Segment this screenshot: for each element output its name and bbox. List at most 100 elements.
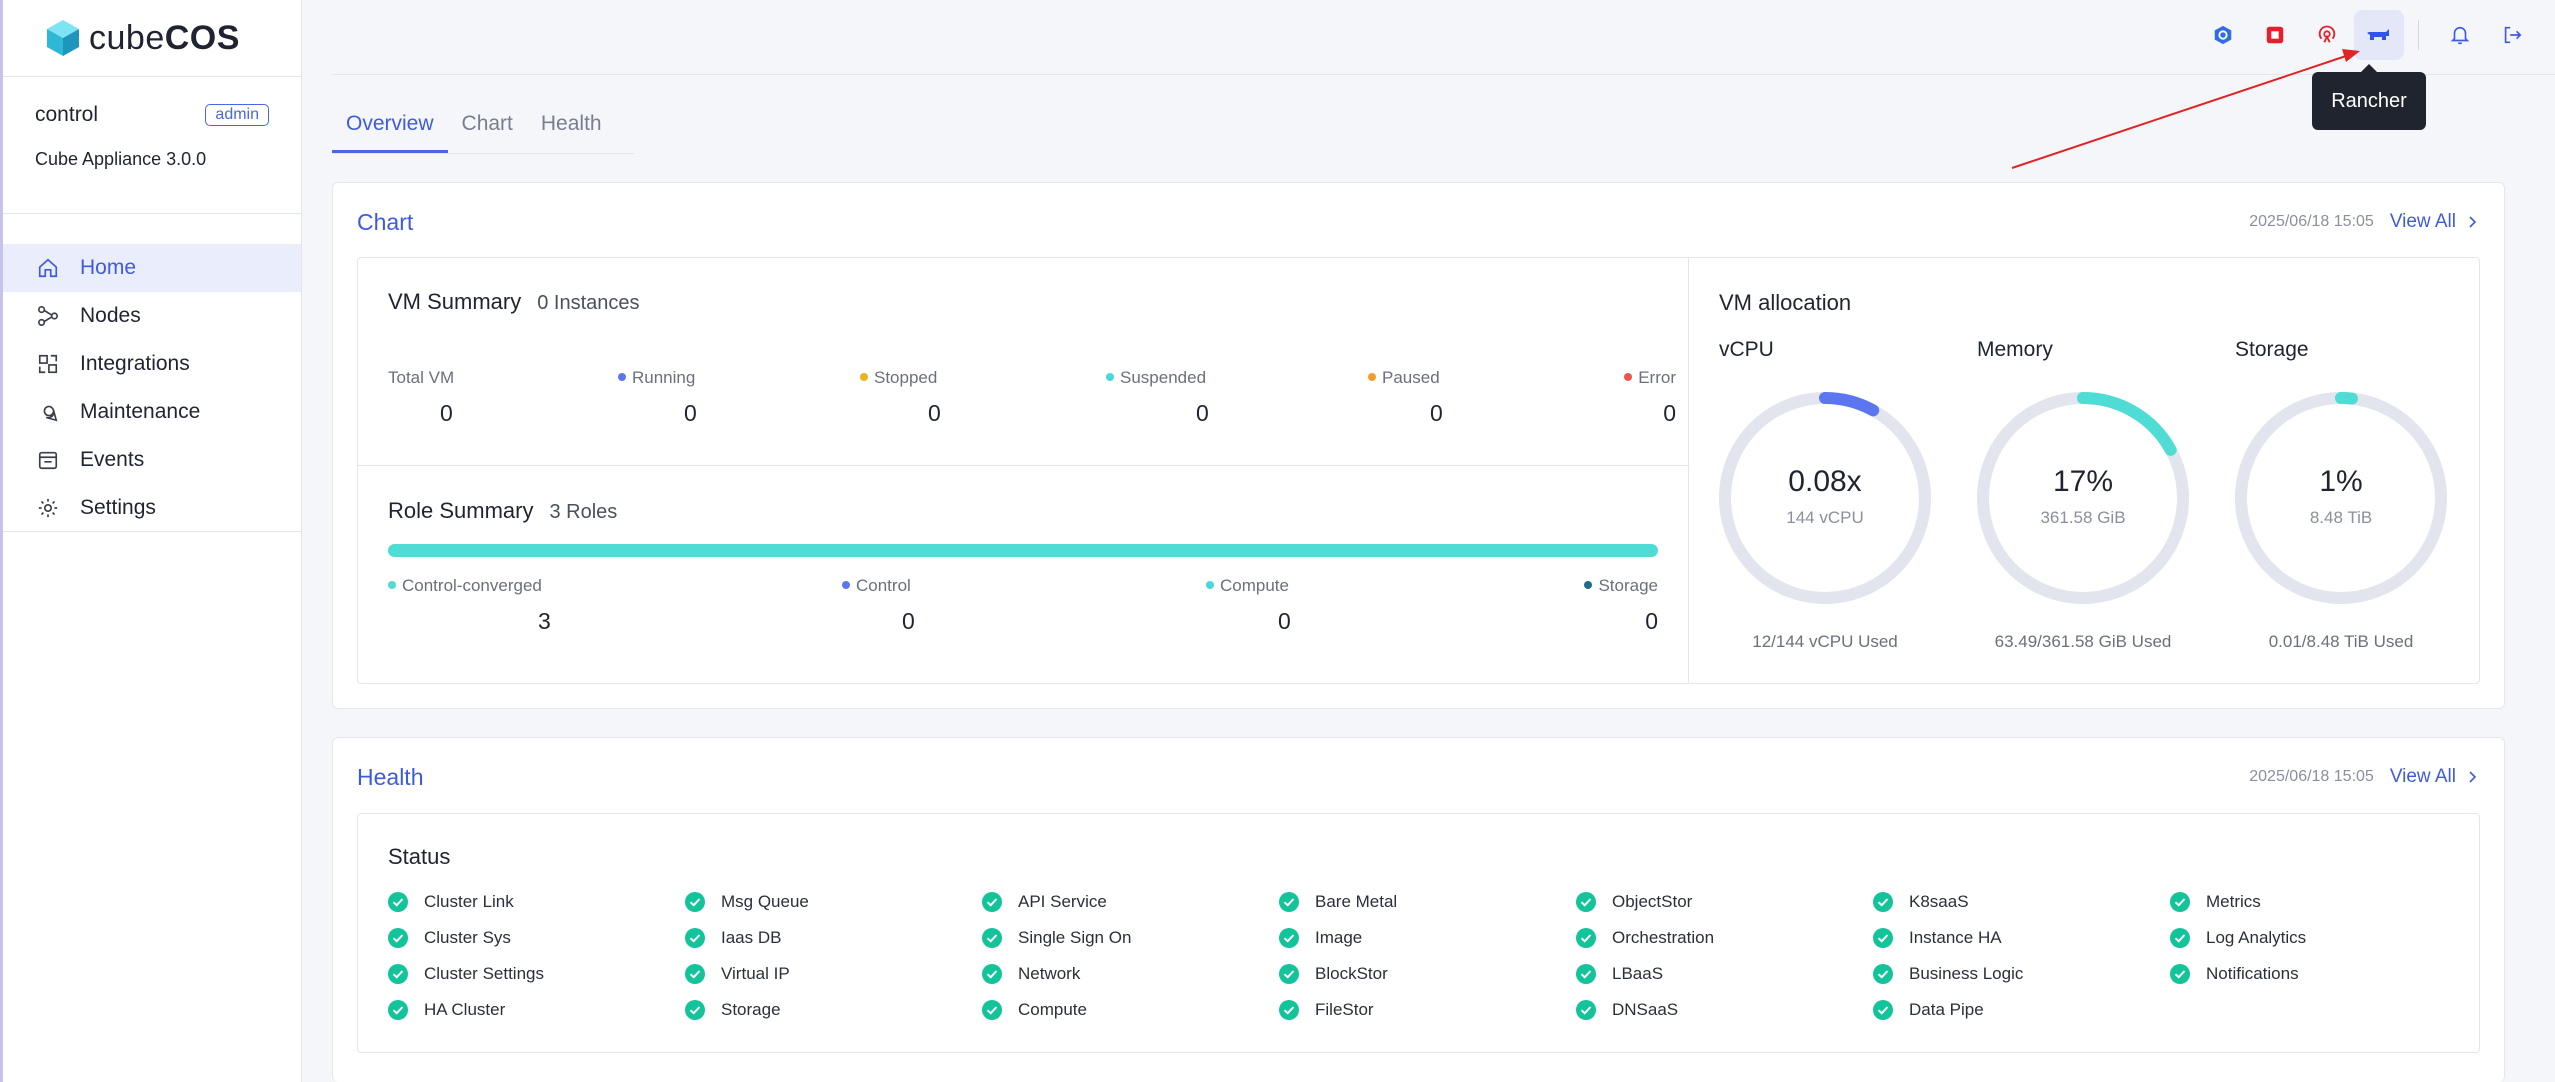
status-dot	[860, 372, 868, 381]
sidebar-item-label: Nodes	[80, 304, 141, 327]
health-status-label: Cluster Settings	[424, 964, 544, 983]
status-dot	[1584, 580, 1593, 589]
check-circle-icon	[1576, 1000, 1596, 1020]
kubernetes-icon	[2214, 25, 2232, 45]
chart-panel: VM Summary 0 Instances Total VM 0 Running…	[357, 257, 2480, 684]
stat-control-converged: Control-converged 3	[388, 576, 568, 635]
rancher-button[interactable]	[2354, 10, 2404, 60]
health-status-item: Iaas DB	[685, 928, 781, 948]
sidebar-item-integrations[interactable]: Integrations	[3, 340, 301, 388]
cube-logo-icon	[47, 20, 79, 56]
health-status-label: Cluster Sys	[424, 928, 511, 947]
vcpu-ratio: 0.08x	[1788, 465, 1862, 498]
health-status-label: BlockStor	[1315, 964, 1388, 983]
health-status-item: Compute	[982, 1000, 1087, 1020]
health-status-label: ObjectStor	[1612, 892, 1693, 911]
main-tabs: Overview Chart Health	[332, 100, 634, 154]
rancher-icon	[2367, 29, 2389, 40]
sidebar-item-nodes[interactable]: Nodes	[3, 292, 301, 340]
stat-total-vm: Total VM 0	[388, 368, 455, 426]
health-status-item: Network	[982, 964, 1080, 984]
chevron-right-icon	[2469, 771, 2477, 783]
chevron-right-icon	[2469, 216, 2477, 228]
ring-usage-arc	[1719, 392, 1931, 604]
health-status-label: Orchestration	[1612, 928, 1715, 947]
health-status-item: Single Sign On	[982, 928, 1131, 948]
logout-button[interactable]	[2487, 10, 2537, 60]
check-circle-icon	[685, 964, 705, 984]
calendar-icon	[36, 448, 60, 472]
health-status-item: Data Pipe	[1873, 1000, 1984, 1020]
health-view-all-link[interactable]: View All	[2390, 766, 2480, 788]
kubernetes-button[interactable]	[2198, 10, 2248, 60]
stat-suspended: Suspended 0	[1106, 368, 1256, 427]
tab-chart[interactable]: Chart	[461, 112, 513, 135]
sidebar-divider	[3, 531, 302, 532]
notifications-button[interactable]	[2435, 10, 2485, 60]
sidebar-nav: Home Nodes Integrations Maintenance Even…	[3, 214, 301, 532]
health-status-item: Orchestration	[1576, 928, 1714, 948]
sidebar-item-events[interactable]: Events	[3, 436, 301, 484]
wrench-icon	[36, 400, 60, 424]
sidebar-item-maintenance[interactable]: Maintenance	[3, 388, 301, 436]
health-status-item: Business Logic	[1873, 964, 2023, 984]
role-distribution-bar	[388, 544, 1658, 557]
health-status-item: Cluster Settings	[388, 964, 544, 984]
stat-paused: Paused 0	[1368, 368, 1488, 427]
health-status-item: Metrics	[2170, 892, 2261, 912]
appliance-version: Cube Appliance 3.0.0	[35, 149, 207, 169]
vm-instance-count: 0 Instances	[537, 292, 640, 314]
health-status-item: Cluster Sys	[388, 928, 511, 948]
logout-icon	[2504, 26, 2522, 44]
check-circle-icon	[388, 1000, 408, 1020]
ring-usage-arc	[1977, 392, 2189, 604]
tab-health[interactable]: Health	[540, 112, 602, 135]
ceph-button[interactable]	[2302, 10, 2352, 60]
top-bar	[332, 0, 2555, 75]
status-dot	[618, 372, 626, 381]
top-toolbar	[2196, 10, 2537, 60]
openstack-button[interactable]	[2250, 10, 2300, 60]
role-count: 3 Roles	[549, 501, 618, 523]
check-circle-icon	[982, 964, 1002, 984]
health-status-item: LBaaS	[1576, 964, 1663, 984]
memory-percent: 17%	[2052, 465, 2114, 498]
sidebar-item-home[interactable]: Home	[3, 244, 301, 292]
health-status-label: Bare Metal	[1315, 892, 1398, 911]
check-circle-icon	[1279, 928, 1299, 948]
health-status-label: Iaas DB	[721, 928, 782, 947]
memory-used: 63.49/361.58 GiB Used	[1994, 632, 2172, 651]
brand-logo[interactable]: cubeCOS	[3, 0, 301, 77]
check-circle-icon	[982, 892, 1002, 912]
check-circle-icon	[2170, 964, 2190, 984]
sidebar-item-label: Settings	[80, 496, 156, 519]
health-status-item: Cluster Link	[388, 892, 514, 912]
check-circle-icon	[388, 964, 408, 984]
health-status-item: Msg Queue	[685, 892, 809, 912]
home-icon	[36, 256, 60, 280]
sidebar-item-settings[interactable]: Settings	[3, 484, 301, 532]
tab-overview[interactable]: Overview	[332, 100, 448, 153]
user-info: control admin Cube Appliance 3.0.0	[3, 77, 301, 214]
ceph-icon	[2318, 25, 2336, 43]
check-circle-icon	[685, 892, 705, 912]
check-circle-icon	[1576, 928, 1596, 948]
health-status-item: K8saaS	[1873, 892, 1969, 912]
health-status-item: API Service	[982, 892, 1107, 912]
health-status-label: Metrics	[2206, 892, 2261, 911]
chart-view-all-link[interactable]: View All	[2390, 211, 2480, 233]
sidebar-item-label: Events	[80, 448, 145, 471]
vcpu-ring	[1719, 392, 1931, 604]
role-summary-title: Role Summary 3 Roles	[388, 498, 618, 523]
check-circle-icon	[1873, 928, 1893, 948]
check-circle-icon	[1576, 964, 1596, 984]
memory-total: 361.58 GiB	[2040, 508, 2126, 527]
gear-icon	[36, 496, 60, 520]
check-circle-icon	[1279, 892, 1299, 912]
stat-running: Running 0	[618, 368, 758, 427]
check-circle-icon	[388, 892, 408, 912]
sidebar-item-label: Maintenance	[80, 400, 201, 423]
vcpu-used: 12/144 vCPU Used	[1752, 632, 1898, 651]
check-circle-icon	[1873, 1000, 1893, 1020]
check-circle-icon	[1873, 964, 1893, 984]
